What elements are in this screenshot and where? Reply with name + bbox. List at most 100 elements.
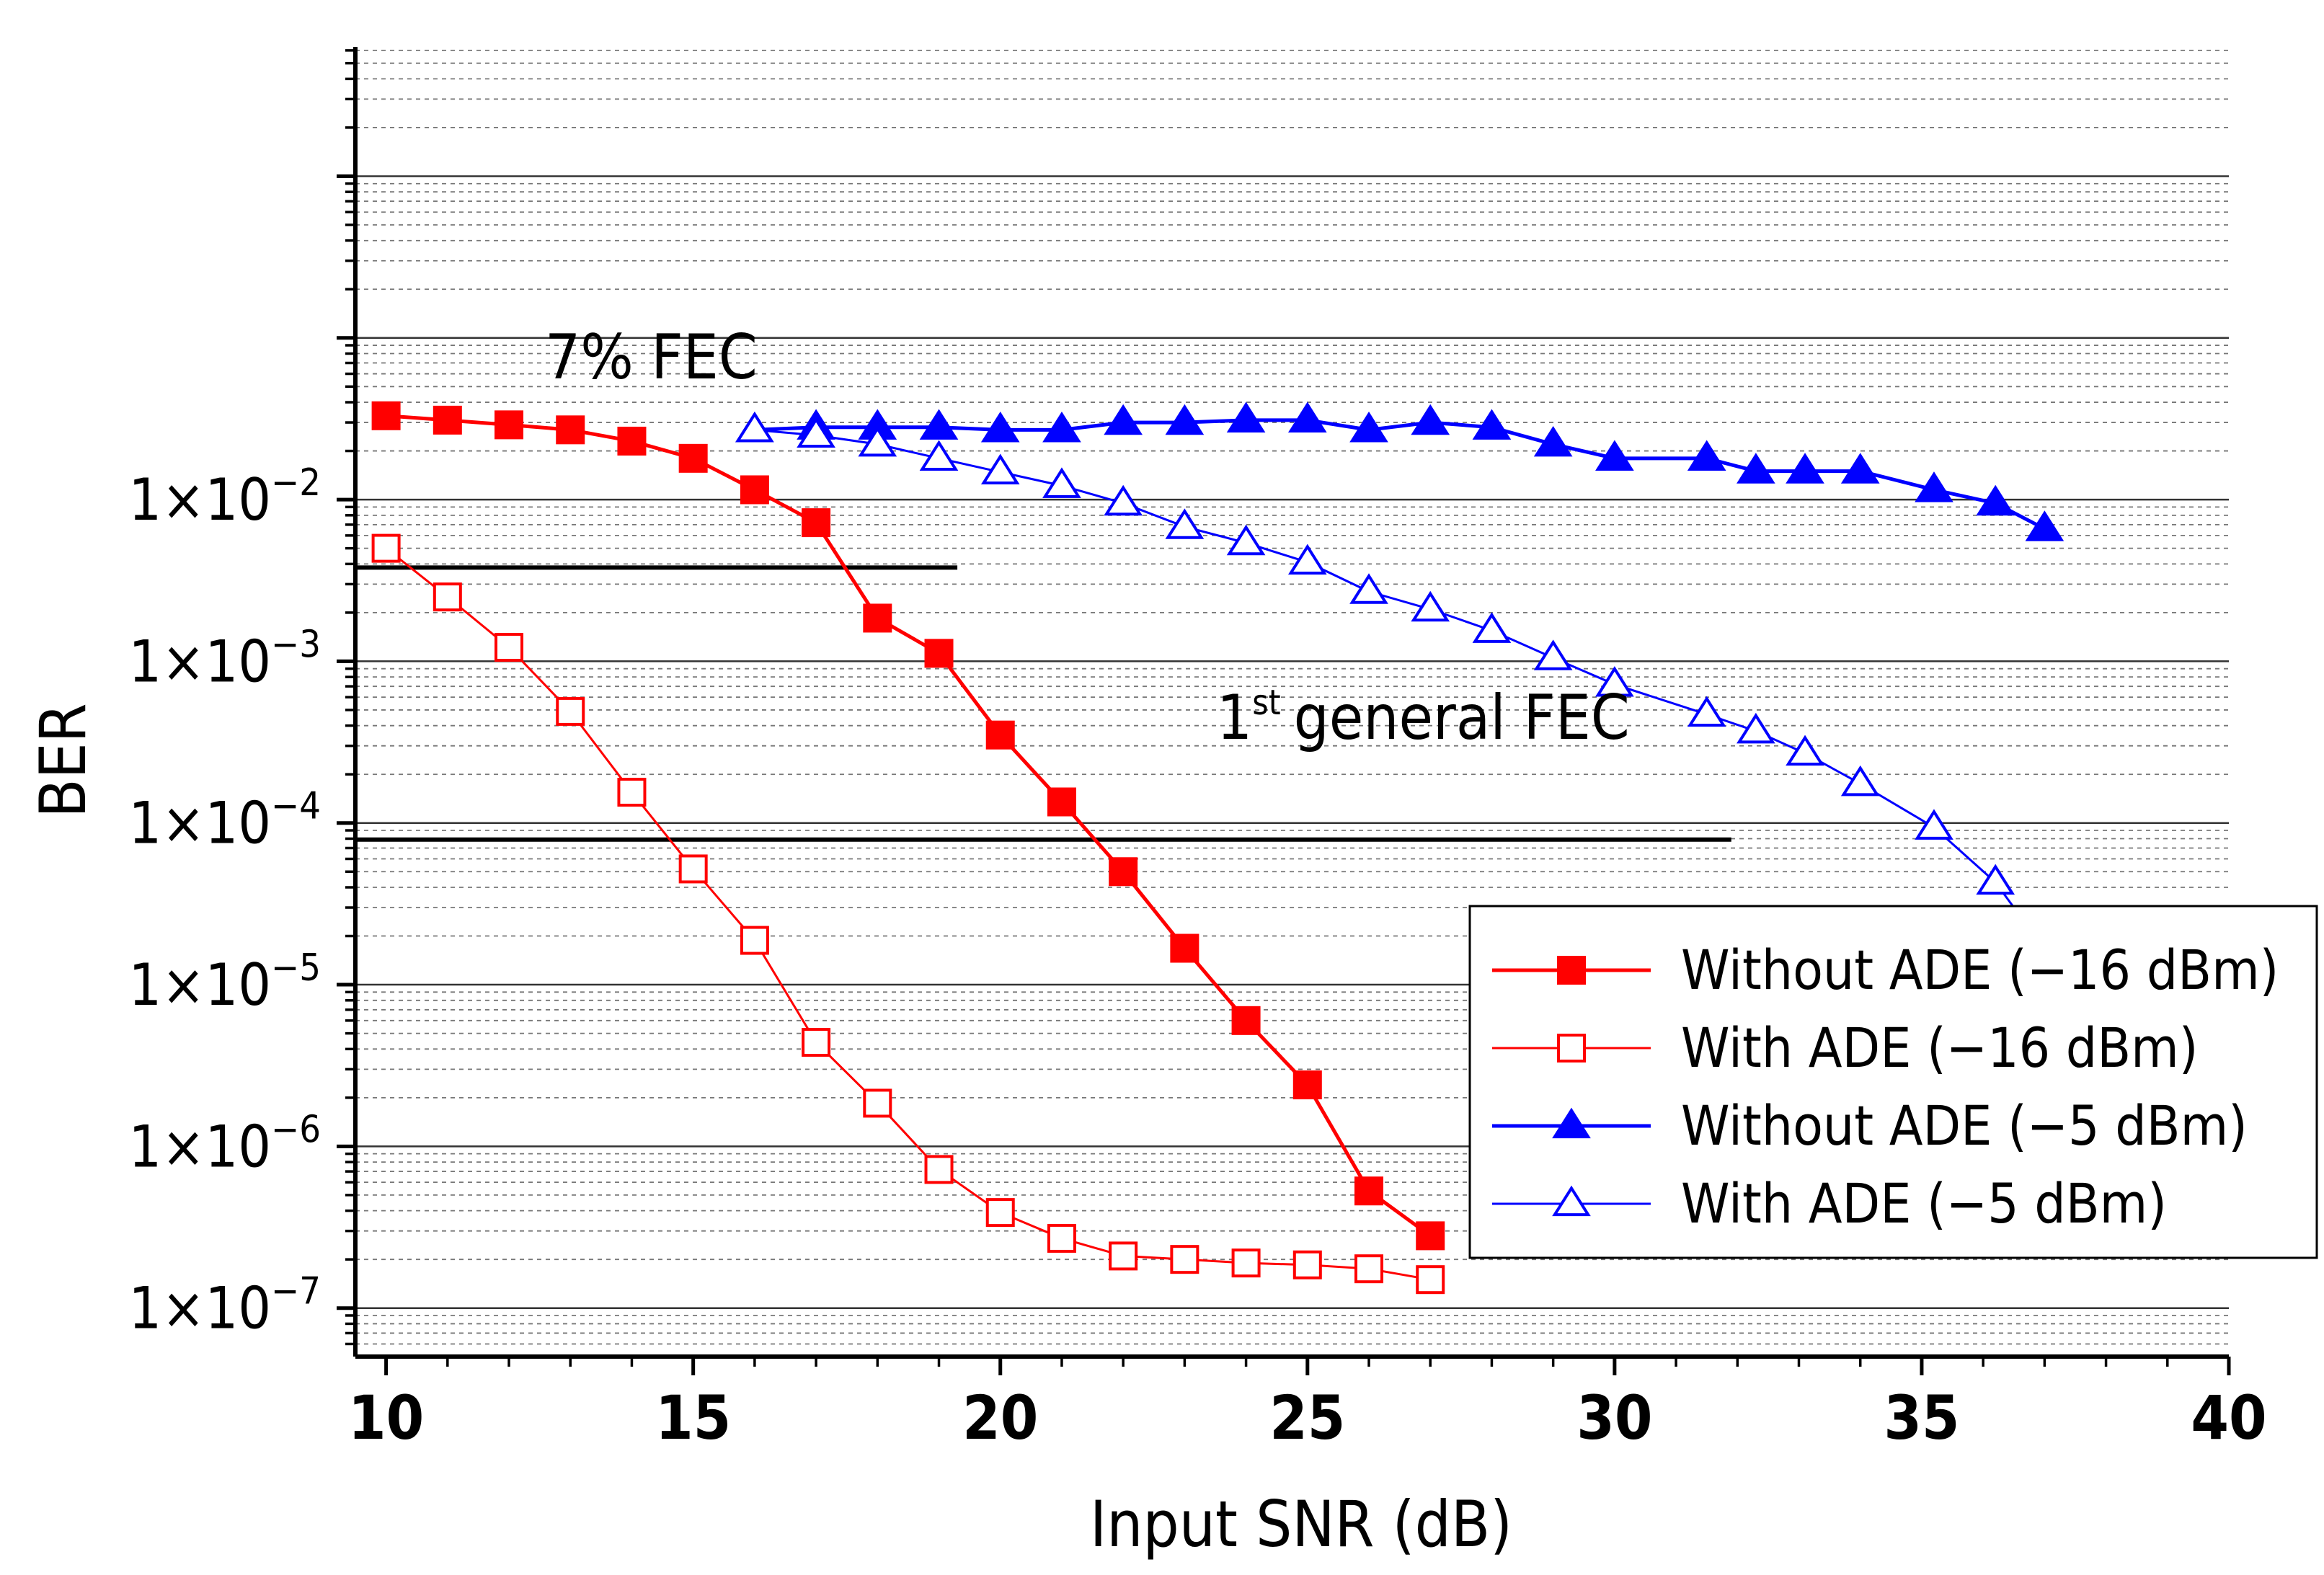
series-3-point (1533, 425, 1573, 457)
x-tick-label: 20 (962, 1383, 1038, 1453)
series-1-point (1231, 1006, 1261, 1035)
series-4-point (1165, 508, 1205, 539)
series-1-point (1109, 857, 1138, 887)
legend-label-4: With ADE (−5 dBm) (1681, 1171, 2167, 1235)
series-line-4 (754, 428, 2046, 951)
series-2-point (617, 778, 647, 807)
series-4-point (1737, 712, 1775, 744)
series-1-point (1047, 787, 1076, 817)
series-2-point (1292, 1250, 1322, 1279)
series-2-point (678, 854, 708, 884)
legend-label-2: With ADE (−16 dBm) (1681, 1016, 2198, 1080)
series-1-point (924, 639, 954, 668)
series-1-point (494, 410, 524, 440)
series-2-point (1416, 1265, 1445, 1295)
series-3-point (2025, 510, 2064, 541)
series-2-point (985, 1198, 1015, 1228)
series-4-point (980, 453, 1020, 485)
legend-items: Without ADE (−16 dBm) With ADE (−16 dBm) W… (1492, 938, 2279, 1235)
y-tick-exponent: −5 (271, 946, 321, 990)
series-2-point (556, 696, 585, 726)
series-3-point (1349, 411, 1388, 443)
series-2 (371, 533, 1445, 1295)
series-2-point (1109, 1241, 1138, 1271)
series-4-point (1786, 735, 1824, 766)
series-4-point (1411, 590, 1450, 622)
series-2-point (1354, 1254, 1384, 1284)
series-4-point (1915, 809, 1953, 840)
y-tick-label: 1×10−3 (128, 623, 321, 695)
series-4-point (1349, 573, 1388, 604)
series-group (371, 401, 2064, 1295)
y-tick-exponent: −3 (271, 623, 321, 666)
y-tick-mantissa: 1×10 (128, 790, 271, 857)
series-3-point (1411, 404, 1450, 435)
legend-marker-3 (1552, 1107, 1591, 1139)
series-4-point (1533, 639, 1573, 670)
fec-general-text: general FEC (1294, 682, 1630, 754)
series-1-point (371, 401, 401, 430)
legend-label-3: Without ADE (−5 dBm) (1681, 1093, 2248, 1158)
x-tick-label: 40 (2191, 1383, 2266, 1453)
x-axis-title: Input SNR (dB) (1090, 1487, 1512, 1561)
series-3-point (1165, 404, 1205, 435)
fec-general-label: 1st general FEC (1217, 682, 1630, 754)
series-4-point (919, 440, 959, 471)
y-tick-exponent: −4 (271, 785, 321, 828)
series-4-point (1472, 612, 1512, 643)
series-3-point (1226, 401, 1266, 432)
series-3-point (1472, 409, 1512, 440)
series-4-point (1042, 467, 1081, 498)
threshold-lines (355, 565, 1731, 842)
series-2-point (802, 1028, 831, 1057)
y-tick-mantissa: 1×10 (128, 1275, 271, 1342)
legend-marker-4 (1552, 1185, 1591, 1217)
series-1-point (740, 475, 769, 505)
series-1-point (433, 405, 462, 435)
legend-label-1: Without ADE (−16 dBm) (1681, 938, 2279, 1002)
y-tick-label: 1×10−6 (128, 1108, 321, 1180)
series-2-point (863, 1088, 892, 1118)
series-4-point (1840, 765, 1880, 797)
fec-7-label: 7% FEC (545, 321, 758, 394)
series-3-point (1687, 440, 1726, 471)
series-2-point (1231, 1248, 1261, 1278)
series-1-point (1292, 1070, 1322, 1100)
series-3-point (1976, 484, 2015, 516)
series-3-point (1737, 453, 1775, 484)
y-tick-label: 1×10−7 (128, 1270, 321, 1342)
x-tick-label: 10 (348, 1383, 424, 1453)
series-2-point (924, 1155, 954, 1184)
y-tick-mantissa: 1×10 (128, 628, 271, 695)
series-line-3 (754, 418, 2046, 531)
fec-general-prefix: 1 (1217, 682, 1252, 754)
y-tick-exponent: −6 (271, 1108, 321, 1151)
y-tick-label: 1×10−2 (128, 461, 321, 533)
series-2-point (740, 926, 769, 955)
y-tick-mantissa: 1×10 (128, 466, 271, 533)
series-1-point (802, 508, 831, 538)
x-tick-label: 15 (655, 1383, 731, 1453)
series-1-point (678, 443, 708, 473)
series-1-point (556, 415, 585, 445)
legend-marker-2 (1557, 1034, 1586, 1062)
legend-marker-1 (1557, 956, 1586, 985)
legend-box (1468, 905, 2318, 1259)
series-3-point (1287, 401, 1327, 432)
y-tick-exponent: −7 (271, 1270, 321, 1313)
series-3-point (980, 411, 1020, 443)
series-4-point (1287, 544, 1327, 575)
fec-general-superscript: st (1252, 683, 1280, 723)
legend: Without ADE (−16 dBm) With ADE (−16 dBm) W… (1468, 905, 2318, 1259)
series-4-point (735, 411, 774, 443)
series-3-point (1595, 440, 1634, 471)
x-tick-label: 35 (1884, 1383, 1959, 1453)
series-4-point (797, 417, 835, 448)
series-1-point (1170, 933, 1199, 963)
series-1-point (1416, 1221, 1445, 1251)
series-3-point (1840, 453, 1880, 484)
series-2-point (494, 633, 524, 662)
series-4-point (1595, 666, 1634, 697)
